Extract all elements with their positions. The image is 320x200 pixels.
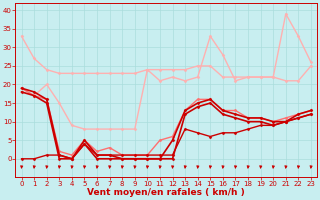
X-axis label: Vent moyen/en rafales ( km/h ): Vent moyen/en rafales ( km/h ) — [87, 188, 245, 197]
